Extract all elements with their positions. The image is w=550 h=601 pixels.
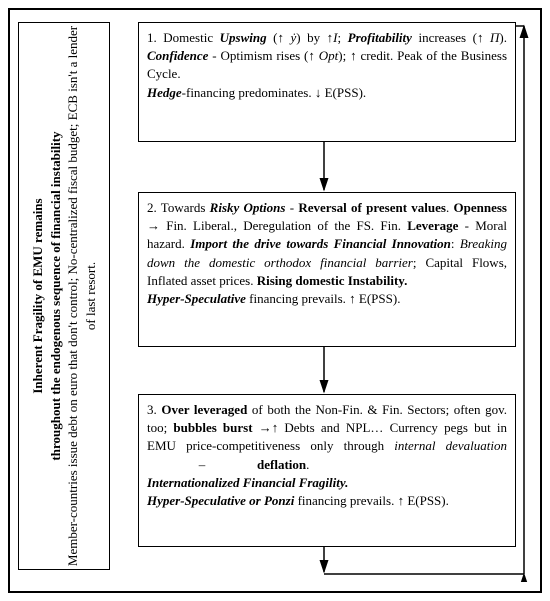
openness: Openness — [454, 200, 507, 215]
t: . — [306, 457, 309, 472]
sidebar-box: Inherent Fragility of EMU remains throug… — [18, 22, 110, 570]
t: increases (↑ — [412, 30, 490, 45]
sidebar-sub: Member-countries issue debt on euro that… — [64, 22, 99, 570]
dash: – — [147, 456, 257, 474]
sidebar-text: Inherent Fragility of EMU remains throug… — [29, 22, 99, 570]
leverage: Leverage — [407, 218, 458, 233]
t: - Optimism rises (↑ — [208, 48, 318, 63]
box-1-upswing: 1. Domestic Upswing (↑ ẏ) by ↑I; Profita… — [138, 22, 516, 142]
box-2-risky-options: 2. Towards Risky Options - Reversal of p… — [138, 192, 516, 347]
box-3-over-leveraged: 3. Over leveraged of both the Non-Fin. &… — [138, 394, 516, 547]
pi: Π — [490, 30, 499, 45]
t: ; — [338, 30, 348, 45]
rising: Rising domestic Instability. — [257, 273, 408, 288]
reversal: Reversal of present values — [298, 200, 446, 215]
confidence: Confidence — [147, 48, 208, 63]
overlev: Over leveraged — [161, 402, 247, 417]
hedge: Hedge — [147, 85, 182, 100]
t: → Fin. Liberal., Deregulation of the FS.… — [147, 218, 407, 233]
hyperspec: Hyper-Speculative — [147, 291, 246, 306]
upswing: Upswing — [220, 30, 267, 45]
t: financing prevails. ↑ E(PSS). — [294, 493, 449, 508]
sidebar-title-1: Inherent Fragility of EMU remains — [29, 22, 47, 570]
sidebar-title-2: throughout the endogenous sequence of fi… — [46, 22, 64, 570]
t: (↑ — [267, 30, 291, 45]
t: ) by ↑ — [296, 30, 333, 45]
t: 1. Domestic — [147, 30, 220, 45]
t: . — [446, 200, 454, 215]
t: financing prevails. ↑ E(PSS). — [246, 291, 401, 306]
t: 3. — [147, 402, 161, 417]
import-drive: Import the drive towards Financial Innov… — [190, 236, 451, 251]
internal: internal devaluation — [394, 438, 507, 453]
t: ). — [499, 30, 507, 45]
t: - — [285, 200, 298, 215]
hyper-ponzi: Hyper-Speculative or Ponzi — [147, 493, 294, 508]
flow-area: 1. Domestic Upswing (↑ ẏ) by ↑I; Profita… — [124, 22, 530, 582]
opt: Opt — [319, 48, 339, 63]
t: : — [451, 236, 460, 251]
risky: Risky Options — [210, 200, 286, 215]
bubbles: bubbles burst — [173, 420, 252, 435]
t: -financing predominates. ↓ E(PSS). — [182, 85, 367, 100]
t: 2. Towards — [147, 200, 210, 215]
intl-fragility: Internationalized Financial Fragility. — [147, 475, 348, 490]
profitability: Profitability — [348, 30, 412, 45]
deflation: deflation — [257, 457, 306, 472]
